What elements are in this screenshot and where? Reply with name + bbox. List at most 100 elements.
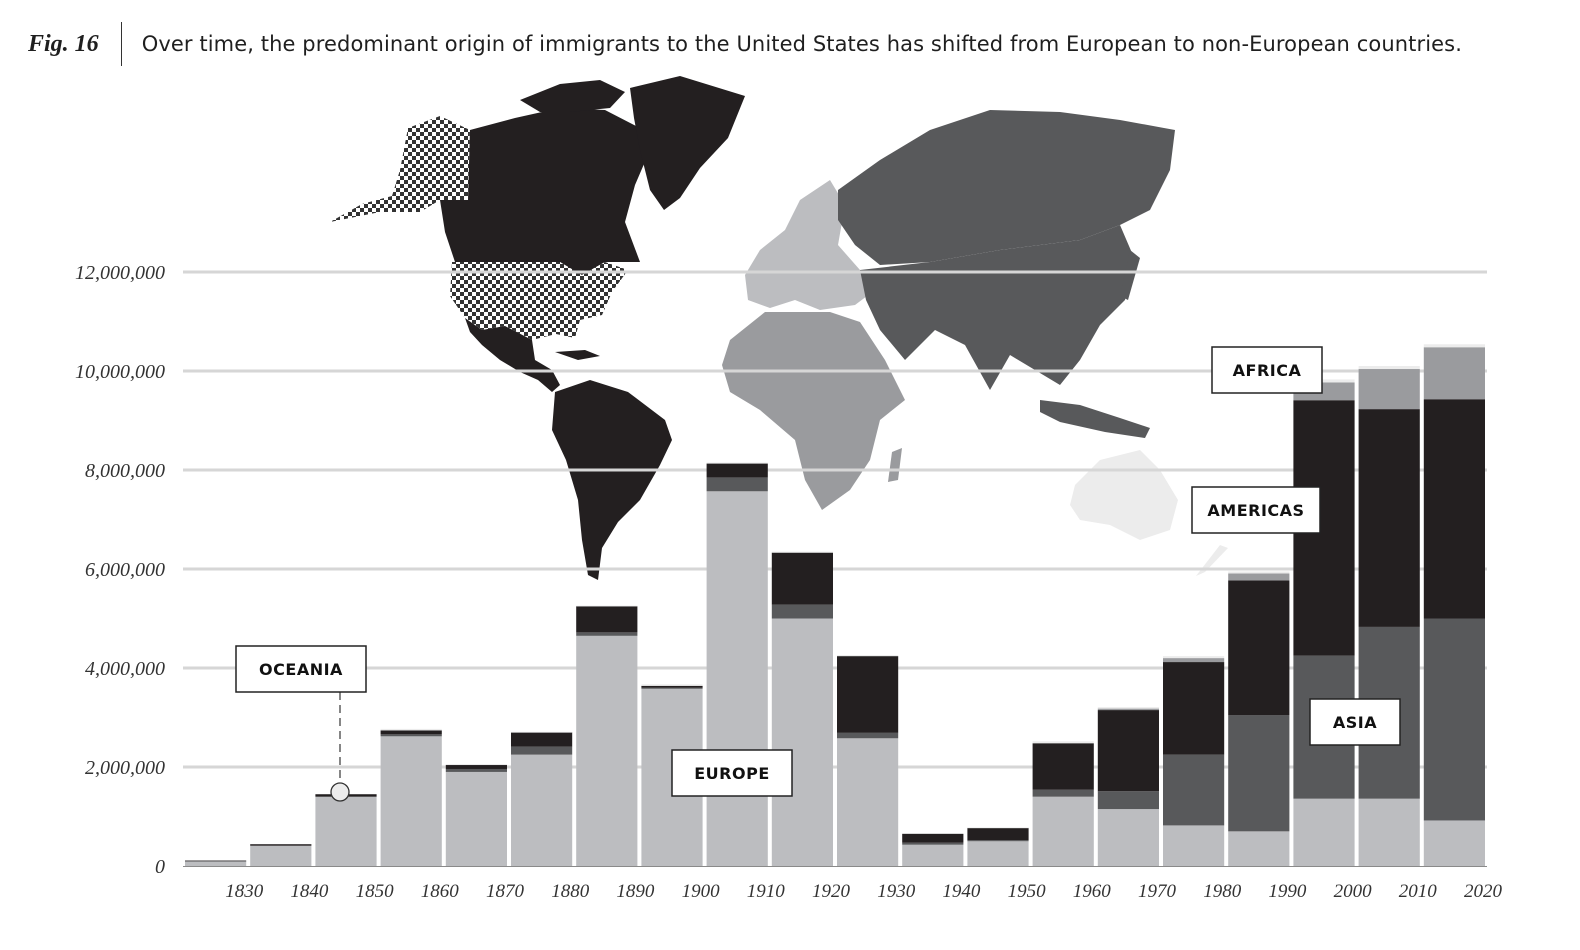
bar-segment-americas [250,844,312,846]
bar-segment-oceania [445,764,507,766]
map-africa [722,312,905,510]
bar-segment-europe [1293,798,1355,866]
map-arctic-islands [520,80,625,112]
callout-europe-label: EUROPE [694,764,770,783]
bar-segment-oceania [771,551,833,553]
x-tick-label: 1950 [1008,881,1047,902]
bar-segment-americas [967,827,1029,841]
x-tick-label: 1910 [747,881,786,902]
y-tick-label: 6,000,000 [85,559,165,581]
x-tick-label: 1960 [1073,881,1112,902]
x-tick-label: 1830 [225,881,264,902]
figure-divider [120,22,122,66]
x-tick-label: 1940 [942,881,981,902]
bar-segment-europe [1097,809,1159,866]
callout-asia: ASIA [1309,698,1401,746]
bar-segment-oceania [1163,656,1225,659]
figure-caption: Over time, the predominant origin of imm… [141,32,1462,56]
callout-europe: EUROPE [671,749,793,797]
bar-segment-europe [706,491,768,866]
bar-segment-oceania [641,684,703,686]
bar-segment-americas [185,860,247,862]
x-tick-label: 1970 [1138,881,1177,902]
map-japan [1120,250,1140,300]
callout-asia-box [1309,698,1401,746]
bar-segment-americas [771,552,833,605]
bar-segment-asia [1097,791,1159,810]
x-tick-label: 1840 [290,881,329,902]
bar-segment-europe [315,796,377,866]
callout-oceania-box [235,645,367,693]
bar-segment-europe [250,845,312,866]
bar-segment-oceania [1358,366,1420,370]
x-tick-label: 1900 [682,881,721,902]
bar-segment-americas [706,463,768,478]
y-tick-label: 4,000,000 [85,658,165,680]
bar-segment-americas [1163,662,1225,755]
bar-stack-1870 [511,731,573,866]
bar-segment-asia [1163,754,1225,826]
y-tick-label: 0 [155,856,165,878]
bar-segment-oceania [1032,741,1094,744]
callout-africa-label: AFRICA [1233,361,1302,380]
bar-segment-asia [576,632,638,636]
bar-segment-americas [902,833,964,843]
bar-segment-europe [511,754,573,866]
bar-stack-2000 [1358,366,1420,866]
x-tick-label: 2000 [1334,881,1373,902]
callout-oceania-label: OCEANIA [259,660,343,679]
bar-segment-africa [1228,573,1290,581]
bar-segment-europe [902,844,964,866]
bar-segment-asia [706,477,768,492]
bar-segment-americas [1228,580,1290,716]
bar-segment-europe [1163,825,1225,866]
bar-segment-americas [641,685,703,688]
map-caribbean [555,350,600,360]
callout-oceania: OCEANIA [235,645,367,802]
bar-segment-americas [576,606,638,633]
y-axis: 0 2,000,000 4,000,000 6,000,000 8,000,000 10,… [75,262,165,878]
bar-stack-1910 [771,551,833,866]
bar-segment-europe [1423,820,1485,866]
bar-segment-americas [1358,409,1420,627]
bar-segment-europe [380,736,442,866]
x-tick-label: 1930 [877,881,916,902]
x-tick-label: 1880 [551,881,590,902]
bar-segment-asia [771,604,833,619]
world-map-illustration [330,76,1228,580]
x-tick-label: 1870 [486,881,525,902]
callout-africa-box [1211,346,1323,394]
bar-stack-1920 [837,655,899,866]
bar-segment-europe [576,635,638,866]
y-tick-label: 8,000,000 [85,460,165,482]
bar-stack-1830 [250,844,312,866]
callout-americas-label: AMERICAS [1207,501,1304,520]
map-usa [450,262,628,340]
map-new-zealand [1196,545,1228,576]
bar-segment-europe [445,771,507,866]
bar-stack-1880 [576,605,638,866]
bar-stack-2010 [1423,344,1485,866]
bar-segment-africa [1163,658,1225,663]
bar-segment-americas [1032,743,1094,790]
callout-africa: AFRICA [1211,346,1323,394]
bar-segment-europe [185,861,247,866]
bar-segment-asia [837,732,899,739]
bar-segment-oceania [706,462,768,464]
bar-segment-asia [1423,618,1485,821]
bar-segment-oceania [511,731,573,733]
bar-segment-americas [1097,710,1159,792]
y-tick-label: 10,000,000 [75,361,165,383]
bar-segment-oceania [837,655,899,657]
map-australia [1070,450,1178,540]
bar-stack-1990 [1293,379,1355,866]
bar-segment-asia [902,842,964,845]
bar-stack-1900 [706,462,768,866]
bar-stack-1950 [1032,741,1094,866]
y-tick-label: 2,000,000 [85,757,165,779]
bar-segment-americas [1423,399,1485,619]
bar-segment-oceania [1423,344,1485,348]
callout-americas: AMERICAS [1191,486,1321,534]
bar-stack-1980 [1228,571,1290,866]
